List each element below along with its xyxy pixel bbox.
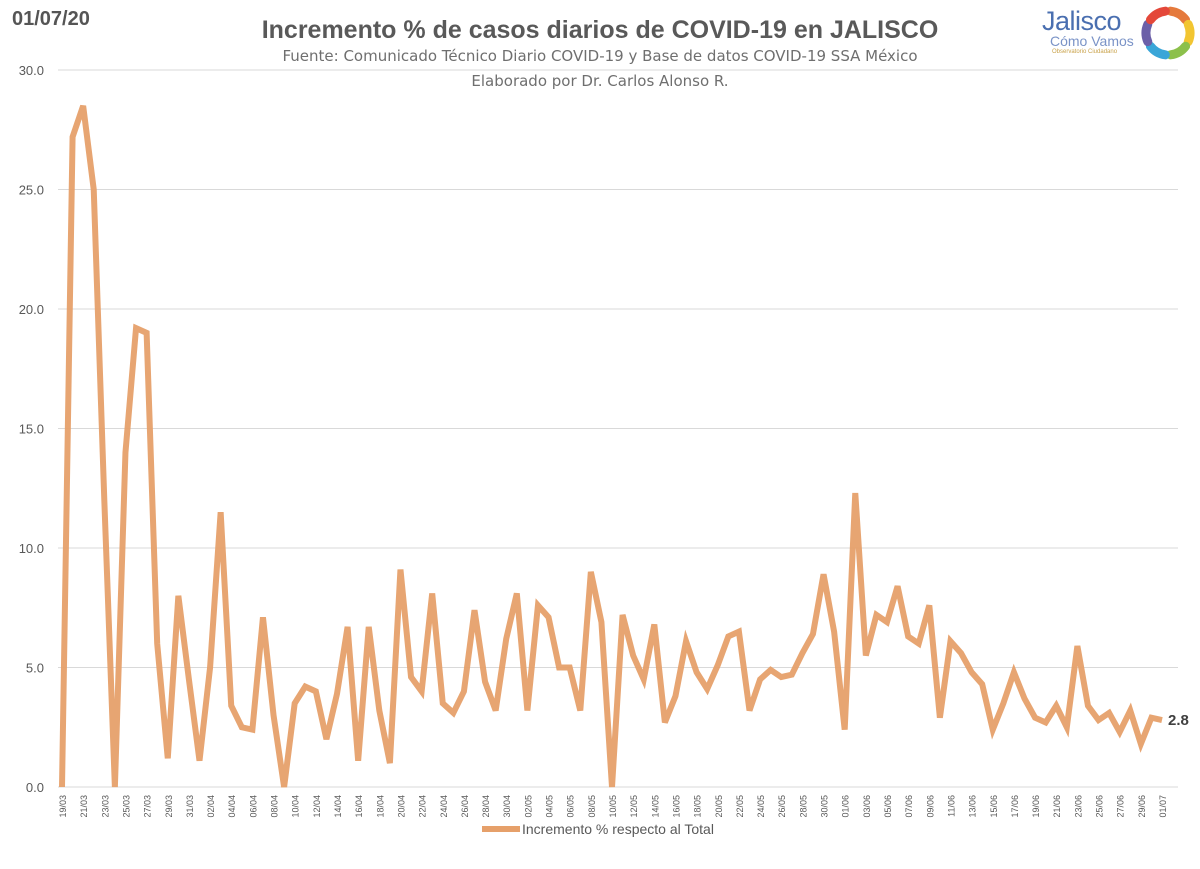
x-tick-label: 05/06	[883, 795, 893, 818]
x-tick-label: 21/06	[1052, 795, 1062, 818]
x-tick-label: 10/04	[291, 795, 301, 818]
x-tick-label: 19/03	[58, 795, 68, 818]
x-tick-label: 12/04	[312, 795, 322, 818]
x-tick-label: 13/06	[968, 795, 978, 818]
y-tick-label: 20.0	[19, 302, 44, 317]
logo-ring-segment	[1166, 41, 1191, 60]
logo-subtitle: Cómo Vamos	[1050, 33, 1134, 49]
chart-author: Elaborado por Dr. Carlos Alonso R.	[471, 72, 729, 90]
x-tick-label: 14/04	[333, 795, 343, 818]
logo-ring-segment	[1145, 6, 1170, 25]
x-tick-label: 28/04	[481, 795, 491, 818]
x-tick-label: 16/05	[671, 795, 681, 818]
x-tick-label: 04/05	[545, 795, 555, 818]
x-tick-label: 11/06	[946, 795, 956, 817]
x-tick-label: 24/04	[439, 795, 449, 818]
x-tick-label: 18/04	[375, 795, 385, 818]
x-tick-label: 31/03	[185, 795, 195, 818]
x-tick-label: 12/05	[629, 795, 639, 818]
x-tick-label: 29/06	[1137, 795, 1147, 818]
x-tick-label: 29/03	[164, 795, 174, 818]
x-tick-label: 02/05	[523, 795, 533, 818]
logo-ring-segment	[1166, 6, 1191, 25]
x-tick-label: 10/05	[608, 795, 618, 818]
x-tick-label: 30/04	[502, 795, 512, 818]
x-tick-label: 25/06	[1095, 795, 1105, 818]
chart-subtitle: Fuente: Comunicado Técnico Diario COVID-…	[282, 47, 918, 65]
x-tick-label: 22/04	[418, 795, 428, 818]
x-tick-label: 06/05	[566, 795, 576, 818]
x-tick-label: 01/06	[841, 795, 851, 818]
x-tick-label: 08/04	[270, 795, 280, 818]
x-tick-label: 20/04	[396, 795, 406, 818]
x-tick-label: 08/05	[587, 795, 597, 818]
y-tick-label: 30.0	[19, 63, 44, 78]
x-tick-label: 06/04	[248, 795, 258, 818]
logo-ring-segment	[1141, 19, 1153, 47]
x-tick-label: 16/04	[354, 795, 364, 818]
x-tick-label: 19/06	[1031, 795, 1041, 818]
x-tick-label: 28/05	[798, 795, 808, 818]
x-tick-label: 01/07	[1158, 795, 1168, 818]
x-tick-label: 23/03	[100, 795, 110, 818]
x-tick-label: 20/05	[714, 795, 724, 818]
x-tick-label: 23/06	[1073, 795, 1083, 818]
y-tick-label: 25.0	[19, 183, 44, 198]
x-tick-label: 30/05	[820, 795, 830, 818]
x-tick-label: 14/05	[650, 795, 660, 818]
chart-title: Incremento % de casos diarios de COVID-1…	[261, 16, 939, 44]
x-tick-label: 25/03	[121, 795, 131, 818]
date-stamp: 01/07/20	[12, 8, 90, 30]
x-tick-label: 03/06	[862, 795, 872, 818]
logo-tagline: Observatorio Ciudadano	[1052, 49, 1118, 55]
x-tick-label: 26/05	[777, 795, 787, 818]
x-tick-label: 02/04	[206, 795, 216, 818]
x-tick-label: 27/03	[143, 795, 153, 818]
x-tick-label: 22/05	[735, 795, 745, 818]
x-tick-label: 27/06	[1116, 795, 1126, 818]
y-tick-label: 10.0	[19, 541, 44, 556]
logo-ring-segment	[1145, 41, 1170, 60]
x-tick-label: 21/03	[79, 795, 89, 818]
legend-label: Incremento % respecto al Total	[522, 821, 714, 837]
series-line	[59, 104, 1163, 788]
x-tick-label: 07/06	[904, 795, 914, 818]
x-tick-label: 18/05	[693, 795, 703, 818]
x-tick-label: 17/06	[1010, 795, 1020, 818]
x-tick-label: 04/04	[227, 795, 237, 818]
logo-ring-icon	[1141, 6, 1195, 60]
x-tick-label: 15/06	[989, 795, 999, 818]
y-tick-label: 15.0	[19, 422, 44, 437]
logo-wordmark: Jalisco	[1042, 6, 1122, 36]
last-data-label: 2.8	[1168, 712, 1189, 729]
x-tick-label: 26/04	[460, 795, 470, 818]
x-tick-label: 24/05	[756, 795, 766, 818]
logo-ring-segment	[1183, 19, 1195, 47]
y-tick-label: 0.0	[26, 780, 44, 795]
jalisco-como-vamos-logo: Jalisco Cómo Vamos Observatorio Ciudadan…	[1036, 2, 1200, 64]
x-tick-label: 09/06	[925, 795, 935, 818]
y-tick-label: 5.0	[26, 661, 44, 676]
